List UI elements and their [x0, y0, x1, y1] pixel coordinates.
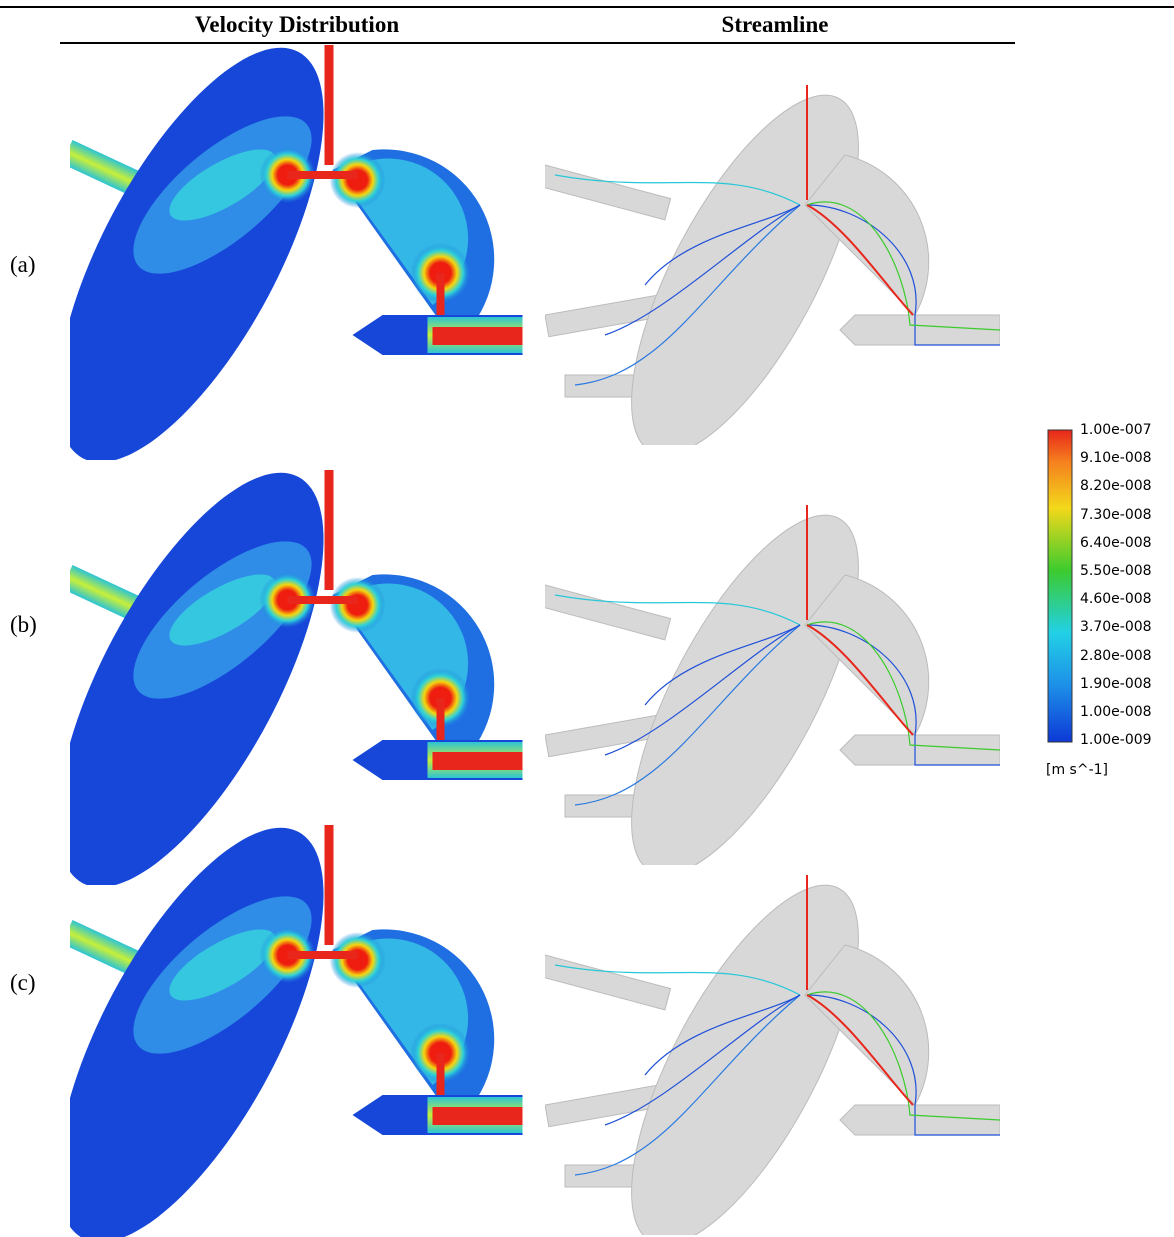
colorbar-tick-label: 1.00e-008	[1080, 704, 1152, 720]
figure: Velocity Distribution Streamline (a) (b)…	[0, 0, 1174, 1237]
colorbar-tick-label: 1.00e-007	[1080, 422, 1152, 438]
colorbar-unit: [m s^-1]	[1046, 762, 1108, 778]
column-header: Streamline	[575, 12, 975, 38]
row-label: (c)	[10, 970, 36, 996]
streamline-view	[545, 85, 1000, 445]
row-label: (a)	[10, 252, 36, 278]
colorbar	[1046, 428, 1076, 744]
colorbar-tick-label: 8.20e-008	[1080, 478, 1152, 494]
colorbar-tick-label: 6.40e-008	[1080, 535, 1152, 551]
colorbar-tick-label: 4.60e-008	[1080, 591, 1152, 607]
colorbar-tick-label: 9.10e-008	[1080, 450, 1152, 466]
header-rule	[60, 42, 1015, 44]
row-label: (b)	[10, 612, 37, 638]
colorbar-tick-label: 7.30e-008	[1080, 507, 1152, 523]
colorbar-tick-label: 1.90e-008	[1080, 676, 1152, 692]
streamline-view	[545, 875, 1000, 1235]
colorbar-tick-label: 3.70e-008	[1080, 619, 1152, 635]
colorbar-tick-label: 2.80e-008	[1080, 648, 1152, 664]
velocity-contour	[70, 470, 525, 885]
velocity-contour	[70, 825, 525, 1237]
colorbar-tick-label: 1.00e-009	[1080, 732, 1152, 748]
column-header: Velocity Distribution	[97, 12, 497, 38]
colorbar-tick-label: 5.50e-008	[1080, 563, 1152, 579]
streamline-view	[545, 505, 1000, 865]
velocity-contour	[70, 45, 525, 460]
top-rule	[0, 6, 1174, 8]
